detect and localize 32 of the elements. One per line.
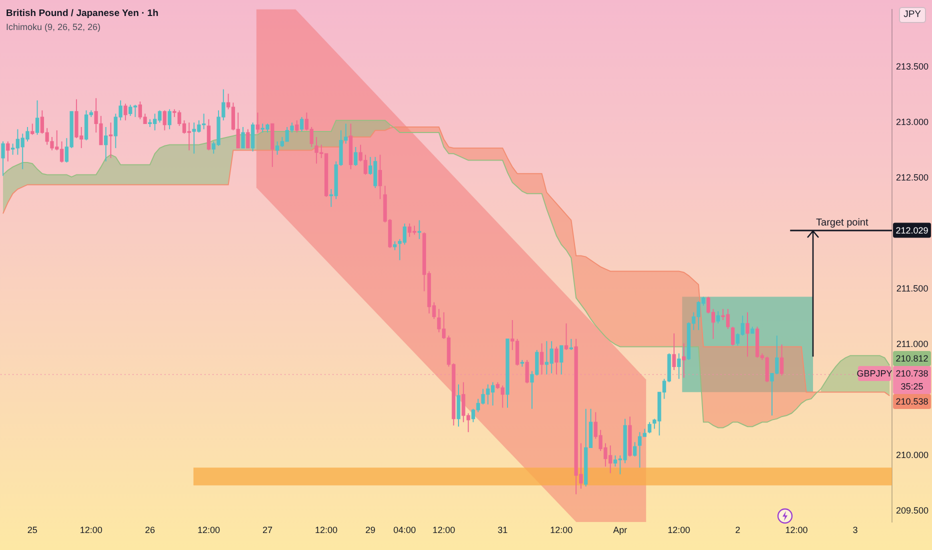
x-tick-label: 12:00 bbox=[315, 524, 338, 535]
data-label: 210.812 bbox=[896, 354, 928, 364]
x-tick-label: 12:00 bbox=[785, 524, 808, 535]
x-tick-label: Apr bbox=[613, 524, 628, 535]
y-tick-label: 210.000 bbox=[896, 450, 929, 460]
x-tick-label: 3 bbox=[852, 524, 858, 535]
text: Ichimoku (9, 26, 52, 26) bbox=[6, 22, 101, 32]
x-tick-label: 31 bbox=[498, 524, 508, 535]
x-tick-label: 12:00 bbox=[550, 524, 573, 535]
x-tick-label: 12:00 bbox=[432, 524, 456, 535]
x-tick-label: 26 bbox=[144, 524, 155, 535]
y-axis-title: JPY bbox=[898, 7, 926, 22]
x-tick-label: 27 bbox=[262, 524, 273, 535]
annotation: GBPJPY bbox=[856, 368, 892, 379]
x-tick-label: 04:00 bbox=[393, 524, 416, 535]
x-tick-label: 29 bbox=[365, 524, 376, 535]
y-tick-label: 212.500 bbox=[896, 172, 929, 183]
ref-line-label: 210.738 35:25 bbox=[896, 368, 928, 392]
y-tick-label: 213.000 bbox=[896, 117, 929, 128]
x-tick-label: 2 bbox=[735, 524, 740, 535]
y-tick-label: 211.500 bbox=[896, 283, 928, 294]
data-label: 210.538 bbox=[896, 396, 928, 407]
chart-title: British Pound / Japanese Yen · 1h bbox=[6, 8, 158, 19]
x-tick-label: 12:00 bbox=[668, 524, 690, 535]
ref-line-label: 212.029 bbox=[896, 225, 928, 236]
y-tick-label: 211.000 bbox=[896, 338, 928, 349]
annotation: Target point bbox=[816, 217, 868, 228]
x-tick-label: 25 bbox=[27, 524, 38, 535]
x-tick-label: 12:00 bbox=[80, 524, 102, 535]
y-tick-label: 213.500 bbox=[896, 62, 929, 72]
y-tick-label: 209.500 bbox=[896, 505, 929, 516]
x-tick-label: 12:00 bbox=[197, 524, 220, 535]
